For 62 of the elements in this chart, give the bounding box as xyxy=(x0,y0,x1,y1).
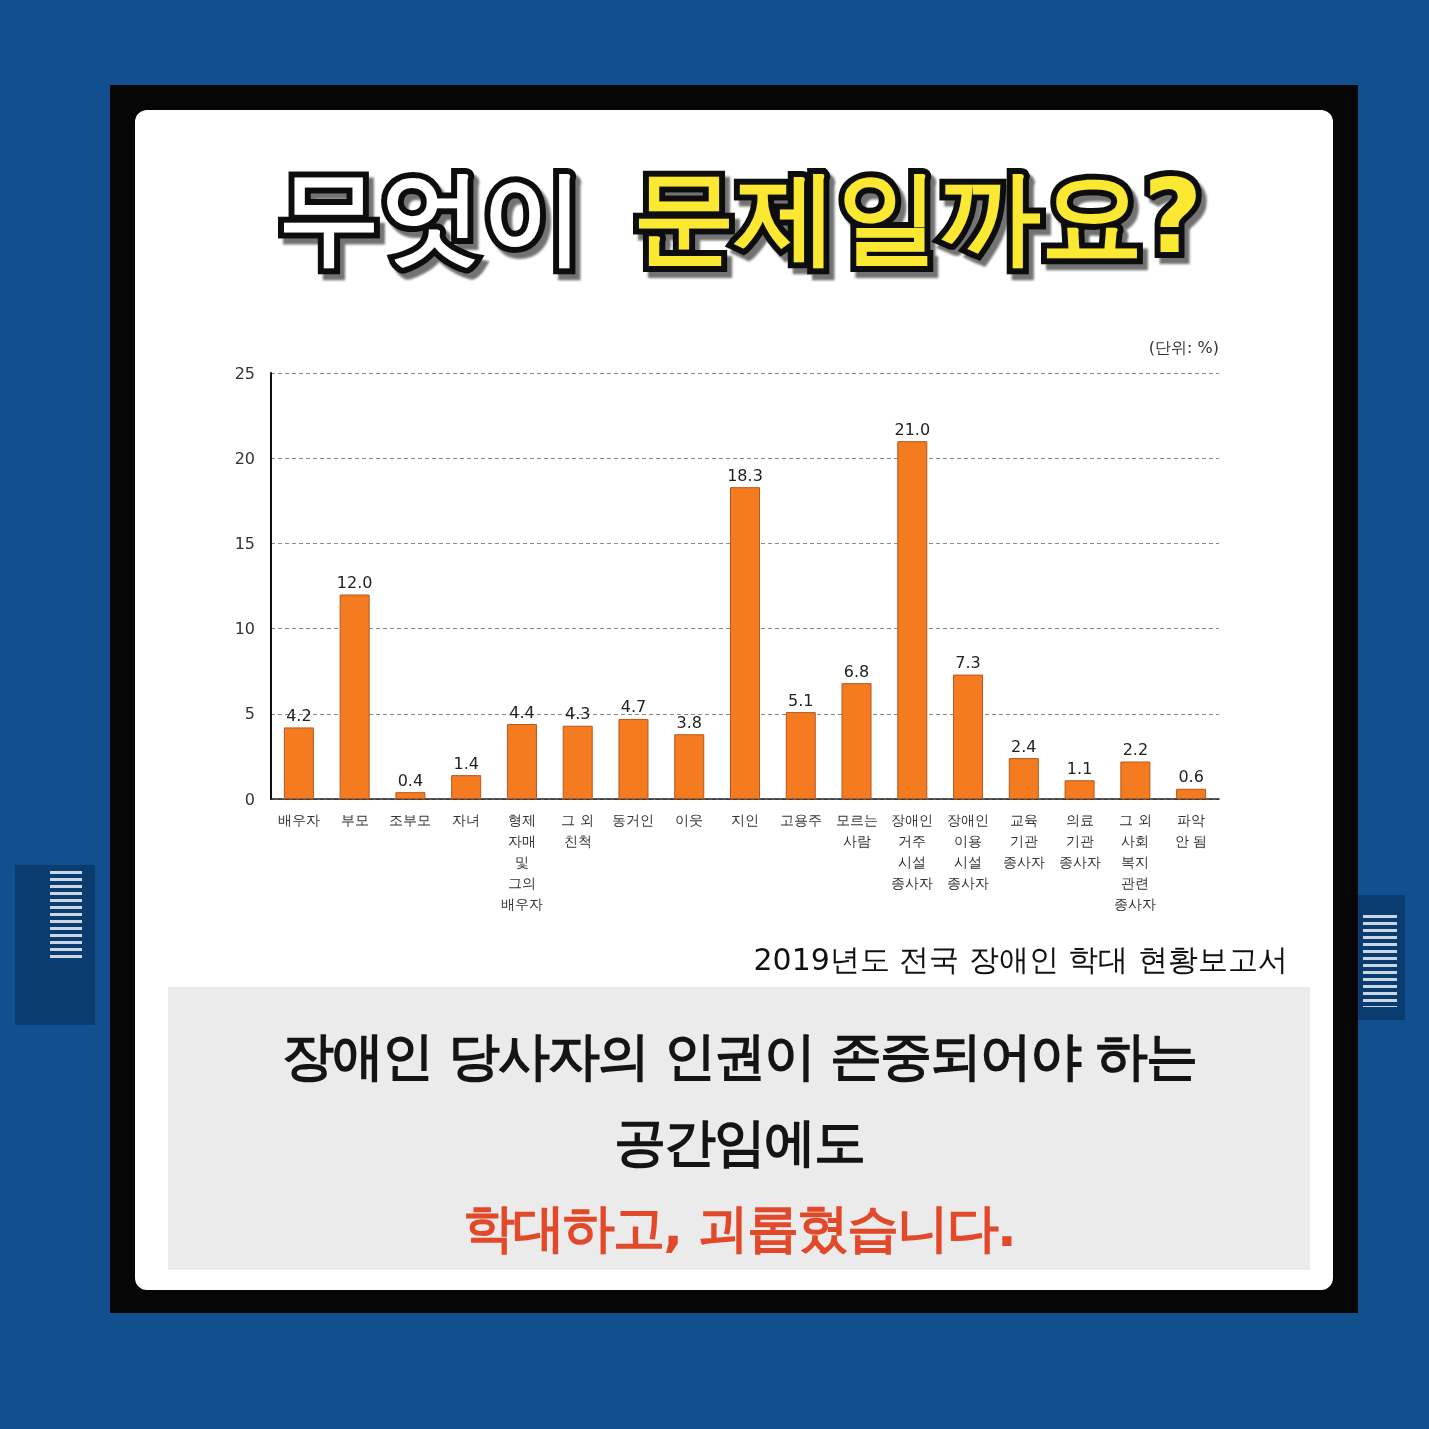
text: 학대하고, 괴롭혔습니다. xyxy=(462,1197,1016,1260)
data-label: 4.7 xyxy=(620,697,647,717)
y-tick-label: 0 xyxy=(244,789,255,809)
x-tick-label: 그 외 사회 복지 관련 종사자 xyxy=(1114,811,1157,912)
bar xyxy=(1176,788,1207,799)
y-axis-title: (단위: %) xyxy=(1148,337,1220,357)
data-label: 2.2 xyxy=(1122,740,1149,760)
bar xyxy=(283,727,314,799)
data-label: 2.4 xyxy=(1011,736,1037,756)
data-label: 1.1 xyxy=(1066,758,1093,778)
bar xyxy=(395,792,426,799)
x-tick-label: 부모 xyxy=(340,811,369,828)
x-tick-label: 장애인 이용 시설 종사자 xyxy=(947,811,990,891)
bar xyxy=(451,775,482,799)
data-label: 21.0 xyxy=(894,419,931,439)
data-label: 5.1 xyxy=(788,690,814,710)
x-tick-label: 형제 자매 및 그의 배우자 xyxy=(500,811,543,912)
x-tick-label: 파악 안 됨 xyxy=(1174,811,1208,849)
data-label: 1.4 xyxy=(453,753,479,773)
x-tick-label: 교육 기관 종사자 xyxy=(1002,811,1045,870)
y-tick-label: 15 xyxy=(234,533,255,553)
x-tick-label: 고용주 xyxy=(779,811,822,828)
x-tick-label: 자녀 xyxy=(452,811,481,828)
data-label: 0.6 xyxy=(1178,767,1204,787)
bar xyxy=(1064,780,1095,799)
text: 장애인 당사자의 인권이 존중되어야 하는 공간임에도 xyxy=(280,1025,1198,1174)
bar xyxy=(1120,761,1151,799)
data-label: 0.4 xyxy=(397,770,424,790)
data-label: 4.3 xyxy=(564,704,591,724)
bar xyxy=(1008,758,1039,799)
x-tick-label: 의료 기관 종사자 xyxy=(1058,811,1101,870)
bar xyxy=(674,734,705,799)
y-tick-label: 20 xyxy=(234,448,255,468)
x-tick-label: 모르는 사람 xyxy=(835,811,878,849)
bar xyxy=(841,683,872,799)
data-label: 4.4 xyxy=(509,702,535,722)
bar xyxy=(339,594,370,799)
bar xyxy=(897,441,928,799)
y-tick-label: 5 xyxy=(244,704,255,724)
bar xyxy=(785,712,816,799)
bar xyxy=(953,674,984,799)
data-label: 18.3 xyxy=(727,465,763,485)
data-label: 12.0 xyxy=(336,573,373,593)
x-tick-label: 이웃 xyxy=(675,811,704,828)
data-label: 3.8 xyxy=(676,712,702,732)
x-tick-label: 조부모 xyxy=(389,811,432,828)
text: 2019년도 전국 장애인 학대 현황보고서 xyxy=(753,941,1288,979)
y-tick-label: 10 xyxy=(234,619,255,639)
chart-title: 무엇이 문제일까요? xyxy=(277,156,1203,276)
y-tick-label: 25 xyxy=(234,363,255,383)
x-tick-label: 지인 xyxy=(731,811,759,828)
bar xyxy=(506,724,537,799)
bar xyxy=(730,487,760,799)
x-tick-label: 장애인 거주 시설 종사자 xyxy=(891,811,934,891)
bar xyxy=(562,725,593,799)
x-tick-label: 배우자 xyxy=(277,811,320,828)
bar xyxy=(618,718,649,799)
data-label: 7.3 xyxy=(955,653,981,673)
x-tick-label: 동거인 xyxy=(612,811,655,828)
data-label: 4.2 xyxy=(286,705,312,725)
x-tick-label: 그 외 친척 xyxy=(561,811,594,849)
data-label: 6.8 xyxy=(843,661,870,681)
